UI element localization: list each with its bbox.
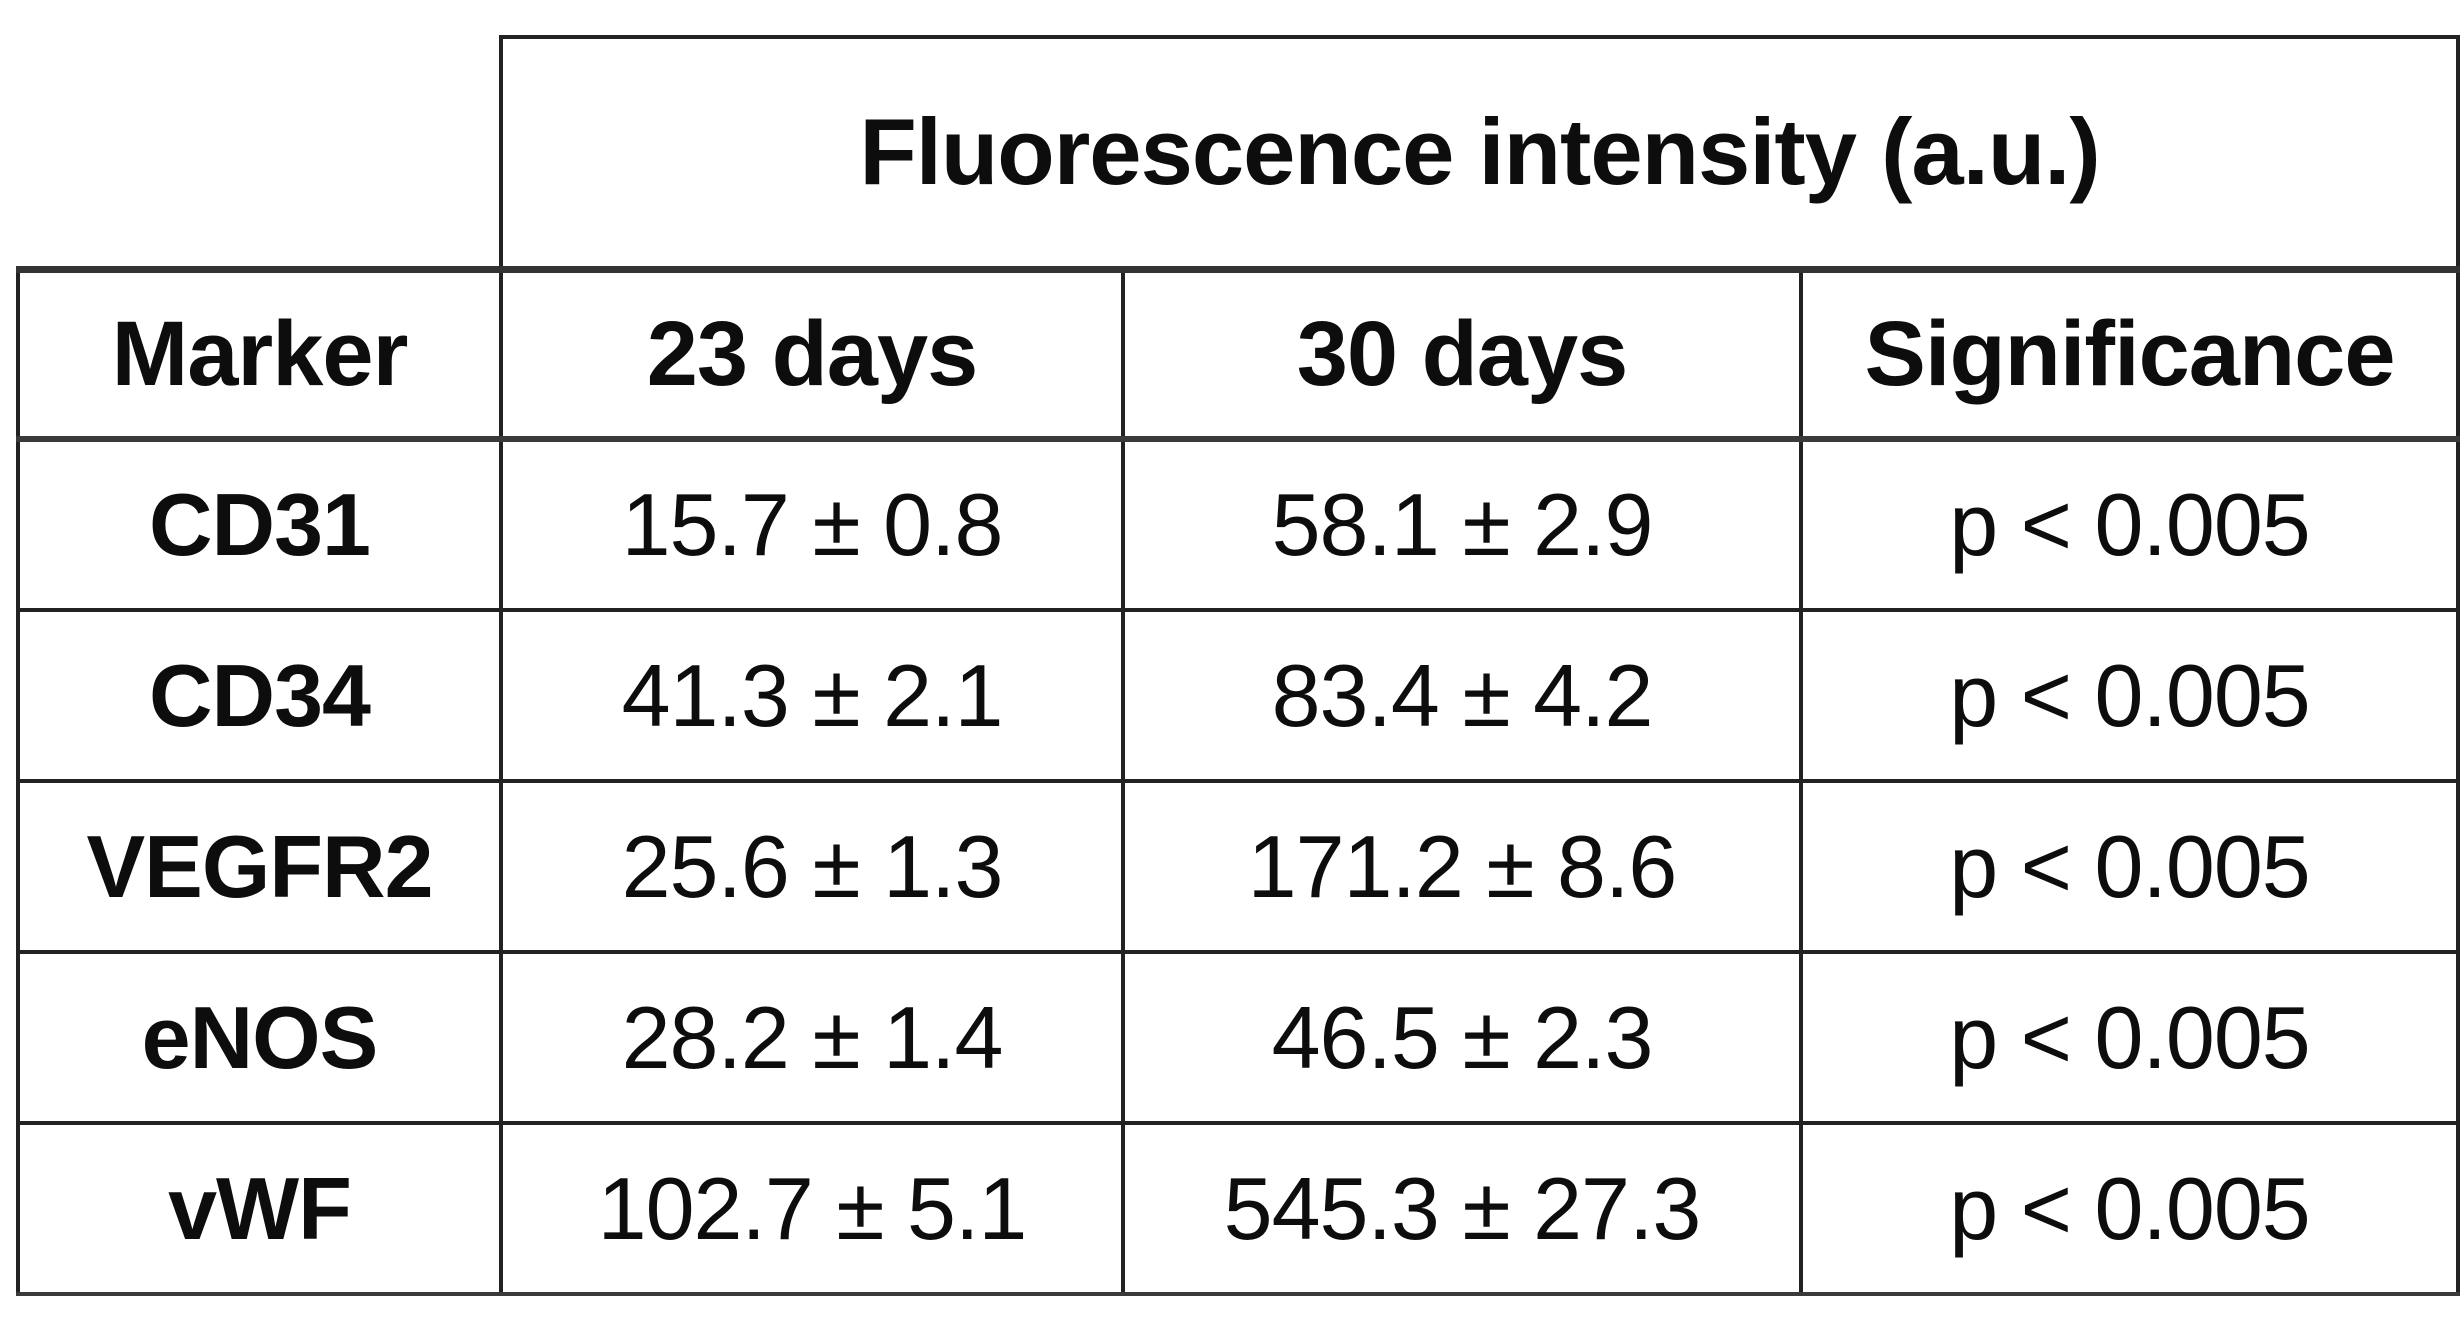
spanning-header-cell: Fluorescence intensity (a.u.): [498, 35, 2461, 273]
significance-cell: p < 0.005: [1798, 608, 2461, 783]
marker-cell: vWF: [16, 1121, 503, 1296]
significance-cell: p < 0.005: [1798, 950, 2461, 1125]
value-23-days: 25.6 ± 1.3: [499, 779, 1125, 954]
corner-spacer-cell: [18, 37, 503, 271]
spanning-header-row: Fluorescence intensity (a.u.): [18, 35, 2461, 273]
value-30-days: 83.4 ± 4.2: [1121, 608, 1803, 783]
marker-cell: CD31: [16, 437, 503, 612]
table-row-enos: eNOS 28.2 ± 1.4 46.5 ± 2.3 p < 0.005: [16, 950, 2461, 1125]
value-30-days: 545.3 ± 27.3: [1121, 1121, 1803, 1296]
value-23-days: 102.7 ± 5.1: [499, 1121, 1125, 1296]
significance-cell: p < 0.005: [1798, 779, 2461, 954]
table-row-cd34: CD34 41.3 ± 2.1 83.4 ± 4.2 p < 0.005: [16, 608, 2461, 783]
significance-cell: p < 0.005: [1798, 1121, 2461, 1296]
value-23-days: 15.7 ± 0.8: [499, 437, 1125, 612]
marker-cell: eNOS: [16, 950, 503, 1125]
table-row-vwf: vWF 102.7 ± 5.1 545.3 ± 27.3 p < 0.005: [16, 1121, 2461, 1296]
value-30-days: 171.2 ± 8.6: [1121, 779, 1803, 954]
significance-cell: p < 0.005: [1798, 437, 2461, 612]
value-23-days: 28.2 ± 1.4: [499, 950, 1125, 1125]
value-23-days: 41.3 ± 2.1: [499, 608, 1125, 783]
marker-cell: VEGFR2: [16, 779, 503, 954]
table-row-vegfr2: VEGFR2 25.6 ± 1.3 171.2 ± 8.6 p < 0.005: [16, 779, 2461, 954]
column-header-marker: Marker: [16, 265, 503, 442]
value-30-days: 58.1 ± 2.9: [1121, 437, 1803, 612]
column-header-significance: Significance: [1798, 265, 2461, 442]
column-header-23-days: 23 days: [499, 265, 1125, 442]
value-30-days: 46.5 ± 2.3: [1121, 950, 1803, 1125]
column-header-row: Marker 23 days 30 days Significance: [16, 265, 2461, 442]
column-header-30-days: 30 days: [1121, 265, 1803, 442]
fluorescence-intensity-table: Fluorescence intensity (a.u.) Marker 23 …: [16, 35, 2461, 1296]
marker-cell: CD34: [16, 608, 503, 783]
table-row-cd31: CD31 15.7 ± 0.8 58.1 ± 2.9 p < 0.005: [16, 437, 2461, 612]
